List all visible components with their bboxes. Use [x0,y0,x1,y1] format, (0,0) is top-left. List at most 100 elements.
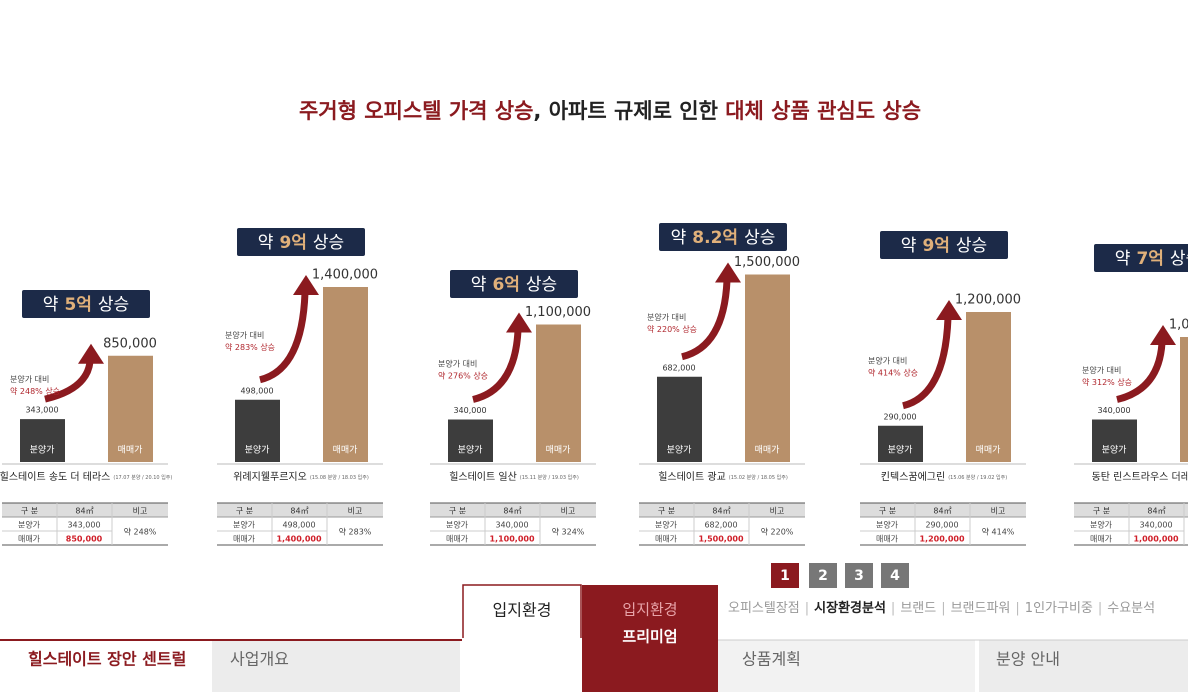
badge-text: 약 8.2억 상승 [671,228,776,248]
note: 약 276% 상승 [438,371,488,381]
submenu-item[interactable]: 브랜드파워 [951,601,1011,616]
badge-highlight: 7억 [1136,249,1163,269]
site-name[interactable]: 힐스테이트 장안 센트럴 [28,650,186,669]
badge-part: 약 [43,295,59,315]
nav-cell [718,640,975,692]
bar-market [745,274,790,462]
table-cell: 매매가 [876,535,899,544]
table-cell: 340,000 [1139,521,1172,530]
badge-part: 상승 [956,236,987,256]
badge-highlight: 5억 [64,295,91,315]
table-header: 84㎡ [1147,507,1165,516]
badge-part: 약 [671,228,687,248]
nav-item[interactable]: 사업개요 [230,650,289,669]
value-label: 1,100,000 [525,305,591,320]
heading-part: , 아파트 규제로 인한 [533,99,725,123]
value-label: 1,200,000 [955,293,1021,308]
note: 약 283% 상승 [225,342,275,352]
bar-caption: 매매가 [976,445,1001,456]
badge-text: 약 9억 상승 [258,233,344,253]
bar-caption: 분양가 [458,445,483,456]
tab-label[interactable]: 입지환경 [493,601,552,620]
submenu-item[interactable]: 1인가구비중 [1025,601,1093,616]
table-header: 비고 [133,507,148,516]
table-cell: 분양가 [446,521,469,530]
table-cell: 분양가 [18,521,41,530]
submenu-item[interactable]: 시장환경분석 [814,600,886,616]
value-label: 1,400,000 [312,268,378,283]
rise-arrow [901,317,952,410]
rise-arrow-head [506,312,532,333]
badge-part: 약 [471,275,487,295]
table-cell: 1,100,000 [489,535,534,544]
tab-join [462,638,583,644]
bar-caption: 분양가 [1102,445,1127,456]
table-cell: 매매가 [446,535,469,544]
submenu-item[interactable]: 수요분석 [1107,601,1155,616]
badge-part: 상승 [526,275,557,295]
page-button[interactable] [771,563,799,588]
project-date: (15.08 분양 / 18.03 입주) [310,474,369,481]
note: 약 312% 상승 [1082,377,1132,387]
table-header: 84㎡ [933,507,951,516]
table-cell: 분양가 [1090,521,1113,530]
project-title: 킨텍스꿈에그린 [881,471,945,483]
table-cell: 약 324% [552,527,585,537]
page-number[interactable]: 1 [780,568,790,584]
page-number[interactable]: 3 [854,568,864,584]
badge-text: 약 5억 상승 [43,295,129,315]
nav-item[interactable]: 분양 안내 [996,650,1060,669]
submenu-item[interactable]: 오피스텔장점 [728,601,800,616]
project-title: 힐스테이트 일산 [449,470,517,483]
submenu-item[interactable]: 브랜드 [900,601,936,616]
tab-label[interactable]: 입지환경 [622,601,677,619]
project-name: 동탄 린스트라우스 더레이크(16.1 [1092,471,1188,483]
submenu: 오피스텔장점 | 시장환경분석 | 브랜드 | 브랜드파워 | 1인가구비중 | 수요분석 [728,600,1155,616]
heading-part: 대체 상품 관심도 상승 [725,99,921,123]
tab-active[interactable] [462,584,582,642]
bar-sale [1092,419,1137,462]
value-label: 343,000 [25,406,58,415]
page-number[interactable]: 4 [890,568,900,584]
badge-text: 약7억 상승 [1115,249,1188,269]
bar-market [536,324,581,462]
page-button[interactable] [809,563,837,588]
table-header: 구 분 [449,507,466,516]
separator: | [891,601,895,616]
table-head [639,503,805,517]
table-header: 구 분 [879,507,896,516]
badge-highlight: 9억 [922,236,949,256]
page-button[interactable] [881,563,909,588]
table-cell: 1,400,000 [276,535,321,544]
project-title: 동탄 린스트라우스 더레이크 [1092,471,1188,483]
bar-caption: 분양가 [888,445,913,456]
separator: | [1015,601,1019,616]
tab-label[interactable]: 프리미엄 [622,628,677,646]
table-cell: 분양가 [233,521,256,530]
project-date: (17.07 분양 / 20.10 입주) [113,474,172,481]
tab-premium[interactable] [582,585,718,692]
nav-item[interactable]: 상품계획 [742,650,801,669]
table-cell: 매매가 [233,535,256,544]
note: 분양가 대비 [1082,366,1121,375]
page-number[interactable]: 2 [818,568,828,584]
value-label: 290,000 [883,412,916,421]
value-label: 340,000 [1097,406,1130,415]
rise-arrow [681,280,731,361]
project-title: 힐스테이트 송도 더 테라스 [0,470,110,483]
bar-market [1180,337,1188,462]
project-name: 힐스테이트 송도 더 테라스 (17.07 분양 / 20.10 입주) [0,470,172,483]
note: 분양가 대비 [868,356,907,365]
badge-text: 약 6억 상승 [471,275,557,295]
table-cell: 약 248% [124,527,157,537]
project-title: 힐스테이트 광교 [658,470,726,483]
table-cell: 매매가 [1090,535,1113,544]
table-cell: 343,000 [67,521,100,530]
project-name: 힐스테이트 일산 (15.11 분양 / 19.03 입주) [449,470,579,483]
table-cell: 340,000 [495,521,528,530]
bar-market [323,287,368,462]
note: 약 248% 상승 [10,386,60,396]
page-button[interactable] [845,563,873,588]
